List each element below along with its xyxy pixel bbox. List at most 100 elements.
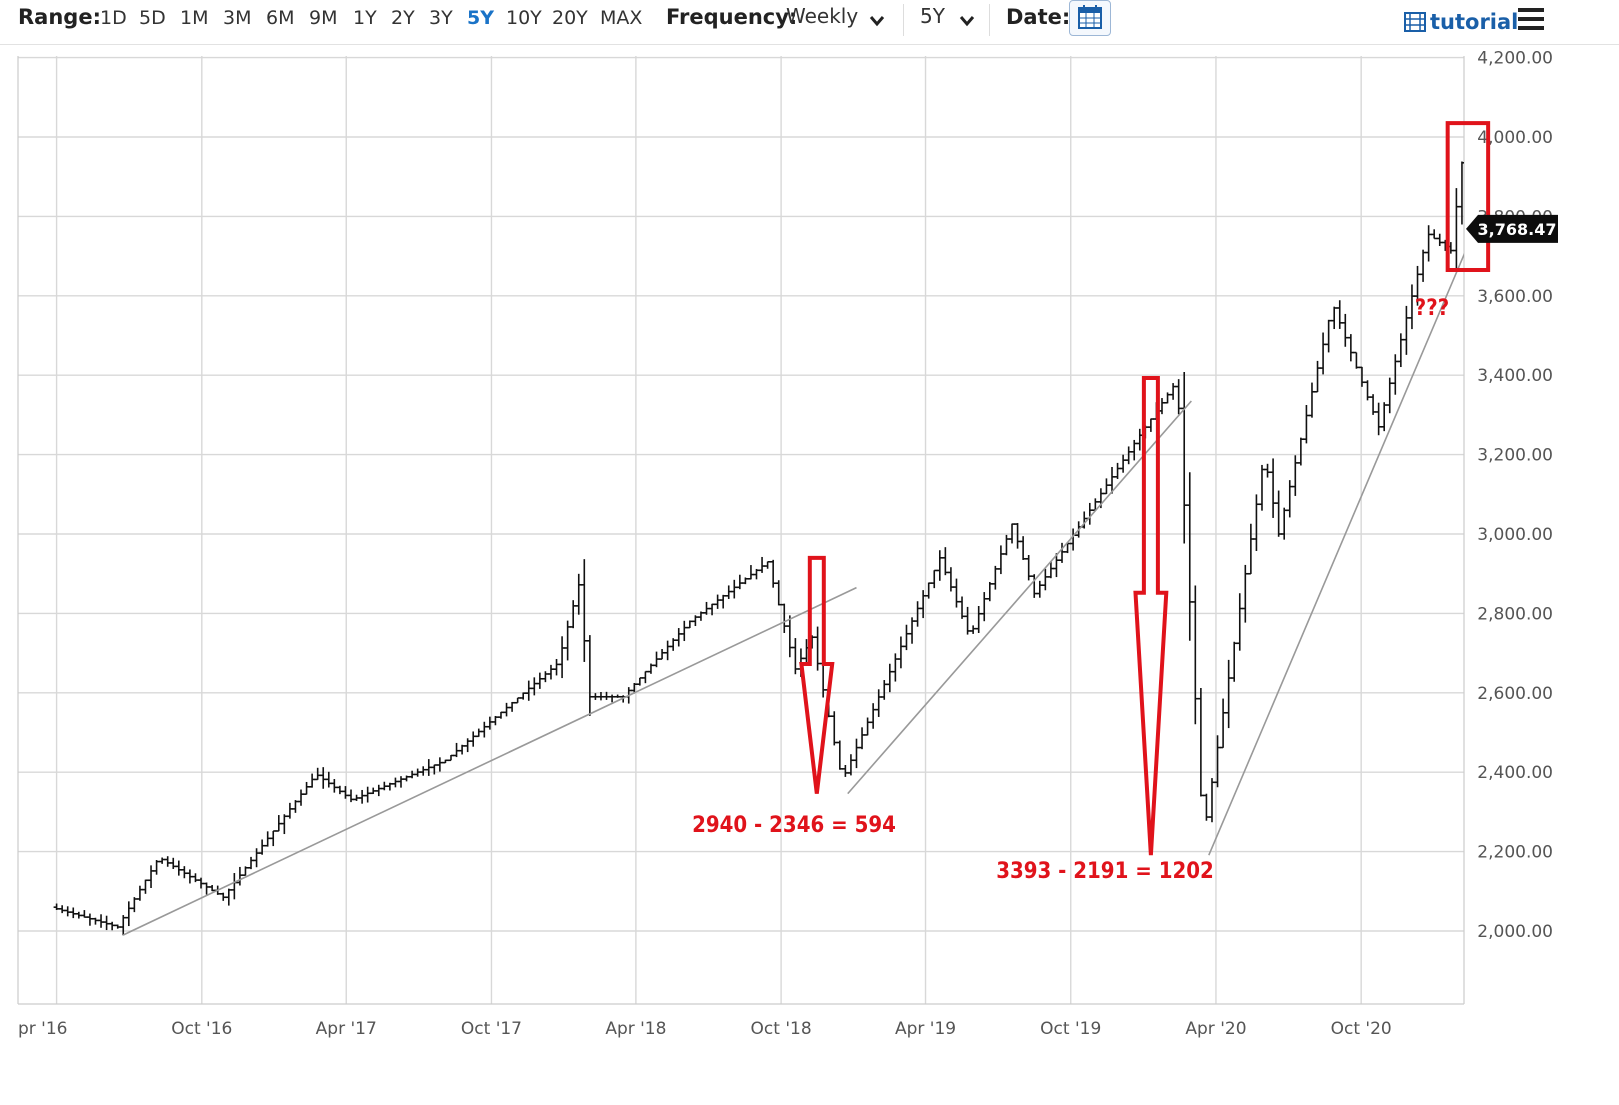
ohlc-bar xyxy=(286,802,293,819)
film-icon xyxy=(1404,12,1426,32)
ohlc-bar xyxy=(259,839,266,855)
ohlc-bar xyxy=(414,768,421,777)
ohlc-bar xyxy=(575,573,582,615)
ohlc-bar xyxy=(198,877,205,889)
ohlc-bar xyxy=(542,671,549,683)
ohlc-bar xyxy=(370,787,377,795)
ohlc-bar xyxy=(503,702,510,717)
ohlc-bar xyxy=(320,767,327,789)
ohlc-bar xyxy=(1192,585,1199,725)
range-option-3y[interactable]: 3Y xyxy=(429,7,453,29)
ohlc-bar xyxy=(947,567,954,592)
range-option-6m[interactable]: 6M xyxy=(266,7,295,29)
ohlc-bar xyxy=(314,767,321,781)
ohlc-bar xyxy=(1325,319,1332,353)
ohlc-bar xyxy=(375,784,382,797)
ohlc-bar xyxy=(1208,778,1215,823)
x-tick-label: Apr '19 xyxy=(895,1019,956,1039)
ohlc-bar xyxy=(1175,379,1182,415)
ohlc-bar xyxy=(1020,536,1027,560)
ohlc-bar xyxy=(298,789,305,806)
range-option-1m[interactable]: 1M xyxy=(180,7,209,29)
range-option-2y[interactable]: 2Y xyxy=(391,7,415,29)
ohlc-bar xyxy=(481,721,488,738)
ohlc-bar xyxy=(520,692,527,700)
x-tick-label: Oct '16 xyxy=(171,1019,232,1039)
ohlc-bar xyxy=(1225,659,1232,729)
ohlc-bar xyxy=(475,728,482,738)
ohlc-bar xyxy=(597,691,604,701)
y-tick-label: 2,200.00 xyxy=(1477,843,1553,863)
ohlc-bar xyxy=(1120,454,1127,473)
ohlc-bar xyxy=(603,691,610,700)
ohlc-bar xyxy=(1047,561,1054,579)
date-picker-button[interactable] xyxy=(1069,0,1111,36)
range-option-1d[interactable]: 1D xyxy=(100,7,127,29)
ohlc-bar xyxy=(392,777,399,788)
y-tick-label: 4,000.00 xyxy=(1477,128,1553,148)
ohlc-bar xyxy=(248,856,255,870)
ohlc-bar xyxy=(1031,574,1038,598)
chevron-down-icon[interactable] xyxy=(866,10,888,32)
x-axis: pr '16 Oct '16 Apr '17 Oct '17 Apr '18 Oct '1… xyxy=(18,1019,1392,1039)
ohlc-bar xyxy=(675,628,682,647)
grid xyxy=(17,56,1465,1005)
ohlc-bar xyxy=(1059,542,1066,563)
range-option-5d[interactable]: 5D xyxy=(139,7,166,29)
ohlc-bar xyxy=(70,907,77,919)
ohlc-bar xyxy=(1114,462,1121,479)
ohlc-bar xyxy=(253,848,260,868)
ohlc-bar xyxy=(592,693,599,700)
ohlc-bar xyxy=(331,779,338,793)
ohlc-bar xyxy=(1131,439,1138,461)
ohlc-bar xyxy=(1270,458,1277,518)
ohlc-bar xyxy=(131,897,138,913)
last-value-tag: 3,768.47 xyxy=(1466,214,1558,243)
annotation-2020: 3393 - 2191 = 1202 xyxy=(996,859,1214,884)
menu-icon[interactable] xyxy=(1518,8,1544,30)
period-dropdown[interactable]: 5Y xyxy=(920,4,945,28)
last-value-label: 3,768.47 xyxy=(1478,220,1557,239)
ohlc-bar xyxy=(342,786,349,799)
ohlc-bar xyxy=(381,781,388,791)
range-option-3m[interactable]: 3M xyxy=(223,7,252,29)
tutorial-link[interactable]: tutorial xyxy=(1430,10,1519,34)
range-option-10y[interactable]: 10Y xyxy=(506,7,542,29)
ohlc-bar xyxy=(881,680,888,700)
ohlc-bar xyxy=(98,914,105,928)
ohlc-bar xyxy=(359,789,366,804)
ohlc-bar xyxy=(1275,490,1282,537)
ohlc-bar xyxy=(1042,568,1049,591)
ohlc-bar xyxy=(1258,464,1265,511)
ohlc-bar xyxy=(1353,351,1360,369)
ohlc-bar xyxy=(547,664,554,680)
x-tick-label: Apr '17 xyxy=(316,1019,377,1039)
x-tick-label: Apr '18 xyxy=(605,1019,666,1039)
range-option-max[interactable]: MAX xyxy=(600,7,643,29)
range-option-1y[interactable]: 1Y xyxy=(353,7,377,29)
ohlc-bar xyxy=(1420,249,1427,282)
range-option-20y[interactable]: 20Y xyxy=(552,7,588,29)
chevron-down-icon[interactable] xyxy=(956,10,978,32)
range-option-5y[interactable]: 5Y xyxy=(467,7,494,29)
ohlc-bar xyxy=(1320,332,1327,375)
ohlc-bar xyxy=(964,606,971,635)
ohlc-bar xyxy=(636,677,643,686)
ohlc-bar xyxy=(1453,188,1460,271)
ohlc-bar xyxy=(164,856,171,867)
ohlc-bar xyxy=(81,910,88,918)
frequency-dropdown[interactable]: Weekly xyxy=(786,4,859,28)
ohlc-bar xyxy=(731,579,738,599)
ohlc-bar xyxy=(647,663,654,674)
ohlc-bar xyxy=(142,879,149,894)
annotation-question: ??? xyxy=(1415,296,1449,321)
ohlc-bar xyxy=(970,625,977,634)
ohlc-bar xyxy=(609,694,616,703)
ohlc-bar xyxy=(386,782,393,791)
ohlc-bar xyxy=(1236,593,1243,651)
x-tick-label: Apr '20 xyxy=(1185,1019,1246,1039)
range-option-9m[interactable]: 9M xyxy=(309,7,338,29)
trendline xyxy=(847,400,1192,795)
ohlc-bar xyxy=(209,885,216,892)
